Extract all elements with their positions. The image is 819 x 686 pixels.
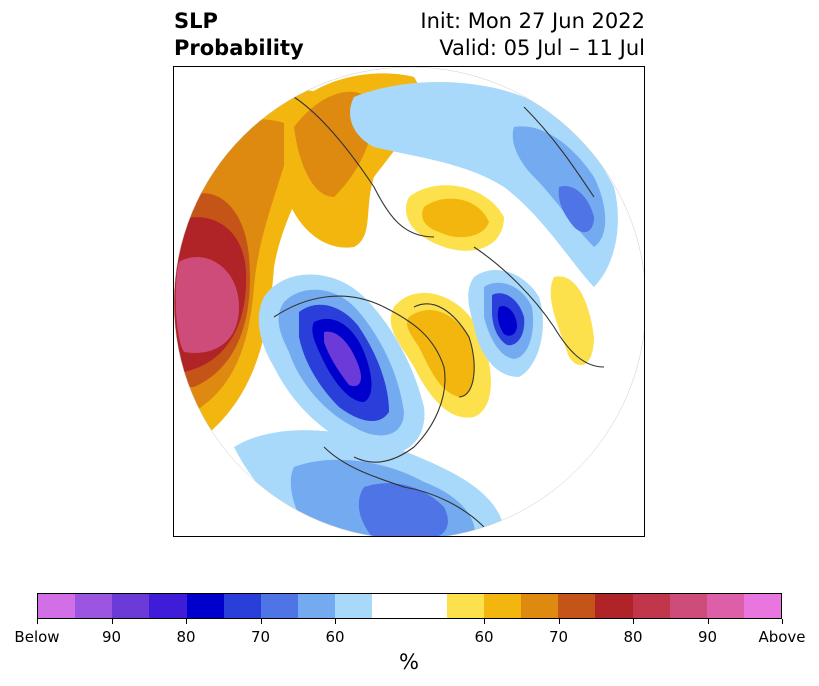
colorbar-segment bbox=[743, 594, 782, 618]
title-type: Probability bbox=[174, 36, 304, 60]
contour-above-europe-60 bbox=[550, 276, 594, 366]
contour-above-pacific-90 bbox=[175, 257, 239, 353]
colorbar-segment bbox=[38, 594, 76, 618]
probability-map bbox=[174, 67, 644, 536]
colorbar-segment bbox=[409, 594, 447, 618]
colorbar-tick-label: 80 bbox=[176, 628, 196, 646]
colorbar-segment bbox=[595, 594, 633, 618]
colorbar-segment bbox=[446, 594, 484, 618]
colorbar-tick-mark bbox=[558, 619, 560, 624]
colorbar-tick-mark bbox=[707, 619, 709, 624]
contour-above-greenland-70 bbox=[407, 309, 475, 397]
colorbar-tick-mark bbox=[37, 619, 38, 624]
contour-below-canada-95 bbox=[324, 331, 361, 387]
colorbar-segment bbox=[223, 594, 261, 618]
colorbar-tick-label: 70 bbox=[548, 628, 569, 646]
map-panel bbox=[173, 66, 645, 537]
colorbar bbox=[37, 593, 782, 619]
colorbar-segment bbox=[632, 594, 670, 618]
contour-below-usa-80 bbox=[358, 483, 448, 536]
colorbar-tick-mark bbox=[260, 619, 262, 624]
colorbar-segment bbox=[483, 594, 522, 618]
colorbar-segment bbox=[112, 594, 150, 618]
colorbar-tick-mark bbox=[782, 619, 783, 624]
contour-above-asia-70 bbox=[422, 198, 489, 238]
colorbar-tick-label: 90 bbox=[101, 628, 122, 646]
colorbar-segment bbox=[558, 594, 596, 618]
contour-below-europe-60 bbox=[350, 82, 618, 287]
colorbar-tick-label: 70 bbox=[250, 628, 271, 646]
colorbar-segment bbox=[186, 594, 224, 618]
colorbar-segment bbox=[149, 594, 187, 618]
colorbar-segment bbox=[335, 594, 373, 618]
colorbar-tick-mark bbox=[186, 619, 187, 624]
colorbar-tick-label: Above bbox=[758, 628, 806, 646]
title-variable: SLP bbox=[174, 9, 218, 33]
colorbar-unit: % bbox=[399, 650, 419, 674]
colorbar-tick-mark bbox=[484, 619, 485, 624]
colorbar-tick-label: 80 bbox=[623, 628, 643, 646]
contour-below-europe-80 bbox=[558, 186, 594, 233]
colorbar-segment bbox=[521, 594, 559, 618]
title-right: Init: Mon 27 Jun 2022 Valid: 05 Jul – 11… bbox=[420, 8, 645, 62]
colorbar-tick-mark bbox=[633, 619, 634, 624]
title-left: SLP Probability bbox=[174, 8, 304, 62]
colorbar-segment bbox=[669, 594, 707, 618]
colorbar-segment bbox=[260, 594, 299, 618]
colorbar-tick-label: Below bbox=[14, 628, 60, 646]
colorbar-segment bbox=[706, 594, 744, 618]
colorbar-segment bbox=[372, 594, 410, 618]
colorbar-tick-mark bbox=[335, 619, 336, 624]
colorbar-segment bbox=[298, 594, 336, 618]
colorbar-tick-label: 60 bbox=[474, 628, 494, 646]
colorbar-tick-mark bbox=[111, 619, 113, 624]
init-date: Init: Mon 27 Jun 2022 bbox=[420, 9, 645, 33]
contour-below-atlantic-90 bbox=[497, 306, 517, 336]
colorbar-tick-label: 60 bbox=[325, 628, 345, 646]
colorbar-tick-label: 90 bbox=[697, 628, 718, 646]
colorbar-segment bbox=[75, 594, 113, 618]
valid-dates: Valid: 05 Jul – 11 Jul bbox=[439, 36, 645, 60]
coastlines bbox=[273, 96, 605, 528]
